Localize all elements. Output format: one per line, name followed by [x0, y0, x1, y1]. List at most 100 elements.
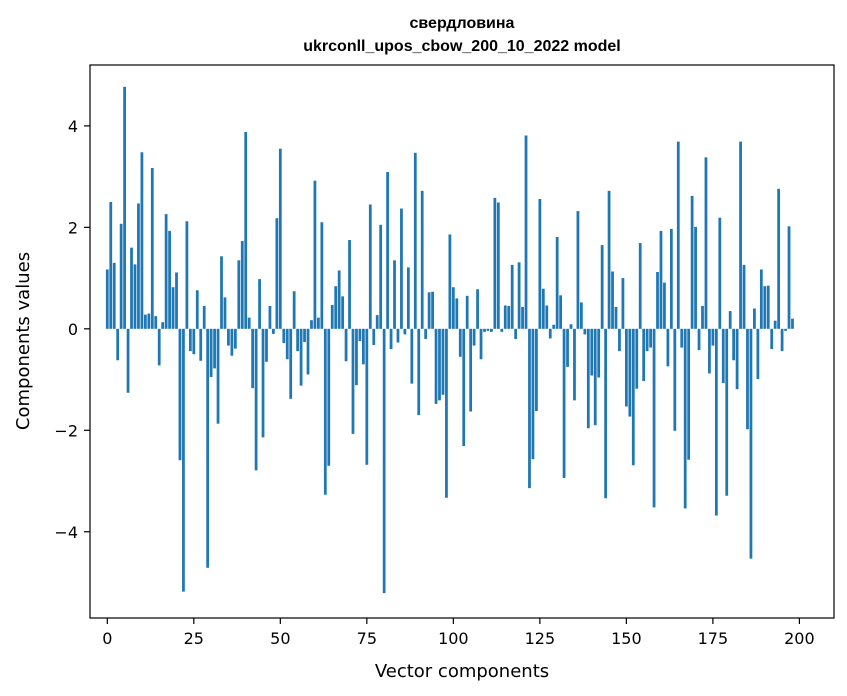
- bar: [559, 295, 563, 329]
- bar: [424, 328, 428, 339]
- bar: [600, 245, 604, 329]
- bar: [548, 328, 552, 339]
- bar: [292, 291, 296, 329]
- x-tick-label: 50: [270, 629, 290, 648]
- bar: [188, 328, 192, 352]
- bar: [669, 228, 673, 329]
- bar: [531, 328, 535, 460]
- bar: [590, 328, 594, 376]
- bar: [310, 320, 313, 329]
- x-tick-label: 25: [184, 629, 204, 648]
- bar: [420, 190, 424, 329]
- x-tick-label: 175: [698, 629, 729, 648]
- bar: [714, 328, 718, 516]
- bar: [628, 328, 632, 417]
- bar: [631, 328, 635, 466]
- y-tick-label: 2: [68, 218, 78, 237]
- bar: [358, 328, 362, 341]
- bar: [521, 307, 524, 329]
- bar: [323, 328, 327, 495]
- bar: [289, 328, 293, 399]
- bar: [282, 328, 286, 344]
- bar: [213, 328, 216, 369]
- bar: [400, 208, 403, 329]
- bar: [690, 195, 694, 329]
- bar: [365, 328, 369, 465]
- bar: [161, 322, 165, 329]
- bar: [413, 152, 417, 329]
- bar: [514, 328, 518, 339]
- bar: [448, 234, 452, 329]
- bar: [261, 328, 265, 438]
- bar: [258, 279, 261, 329]
- bar: [150, 167, 154, 329]
- bar: [278, 148, 282, 329]
- bar: [268, 305, 272, 329]
- bar: [614, 307, 618, 329]
- bar: [209, 328, 213, 378]
- bar: [254, 328, 258, 471]
- bars-group: [105, 86, 794, 594]
- bar: [566, 328, 569, 367]
- y-tick-label: −2: [54, 421, 78, 440]
- bar: [486, 328, 490, 331]
- bar: [507, 305, 511, 329]
- bar: [168, 230, 171, 329]
- bar: [694, 226, 697, 329]
- bar: [739, 141, 742, 329]
- bar: [337, 270, 341, 329]
- bar: [659, 230, 663, 329]
- bar: [510, 264, 514, 329]
- x-axis-label: Vector components: [375, 661, 549, 682]
- bar: [140, 152, 144, 329]
- bar: [680, 328, 684, 348]
- bar: [645, 328, 649, 352]
- bar: [327, 328, 331, 466]
- bar: [410, 328, 414, 384]
- bar: [697, 328, 701, 351]
- bar: [272, 328, 275, 334]
- bar: [666, 328, 670, 367]
- bar: [154, 316, 158, 329]
- bar: [493, 197, 497, 329]
- bar: [351, 328, 355, 434]
- bar: [759, 269, 763, 329]
- bar: [185, 221, 189, 329]
- bar: [687, 328, 691, 460]
- bar: [756, 328, 760, 380]
- bar: [233, 328, 237, 349]
- bar: [517, 262, 521, 329]
- bar: [251, 328, 255, 389]
- bar: [735, 328, 739, 390]
- bar: [711, 328, 715, 346]
- x-axis: 0 25 50 75 100 125 150 175 200: [102, 618, 815, 648]
- bar: [597, 328, 601, 378]
- bar: [704, 157, 708, 329]
- bar: [157, 328, 161, 366]
- bar: [746, 328, 749, 430]
- bar: [434, 328, 438, 404]
- bar: [742, 264, 746, 329]
- bar: [541, 288, 545, 329]
- bar: [427, 292, 431, 329]
- bar: [247, 317, 251, 329]
- bar: [576, 211, 580, 329]
- bar: [503, 305, 507, 329]
- bar: [580, 302, 583, 329]
- bar: [701, 305, 704, 329]
- bar: [216, 328, 220, 424]
- bar: [538, 198, 542, 329]
- y-tick-label: 0: [68, 320, 78, 339]
- bar: [379, 224, 383, 329]
- bar: [611, 271, 614, 329]
- bar: [348, 240, 351, 329]
- bar: [624, 328, 628, 407]
- bar: [130, 247, 133, 329]
- bar: [766, 285, 770, 329]
- bar: [417, 328, 421, 416]
- bar: [202, 305, 206, 329]
- bar: [143, 314, 147, 329]
- bar: [341, 296, 344, 329]
- y-tick-label: 4: [68, 117, 78, 136]
